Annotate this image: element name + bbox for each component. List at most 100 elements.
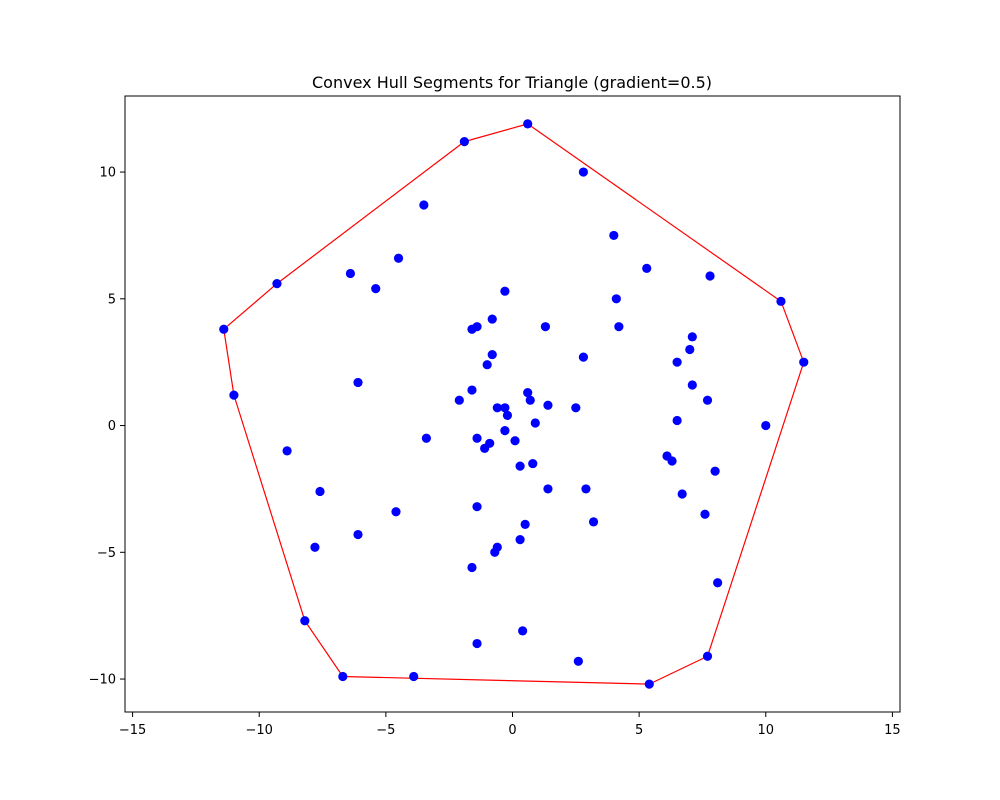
data-point: [492, 403, 502, 413]
data-point: [702, 651, 713, 661]
data-point: [409, 671, 419, 682]
data-point: [573, 656, 583, 666]
data-point: [371, 284, 381, 294]
x-tick-label: 5: [635, 723, 643, 738]
x-tick-label: −5: [376, 723, 395, 738]
data-point: [229, 390, 239, 400]
data-point: [799, 357, 809, 367]
data-point: [345, 268, 356, 279]
data-point: [219, 324, 229, 334]
hull-segment: [649, 655, 708, 685]
data-point: [490, 547, 500, 557]
hull-segment: [233, 394, 306, 621]
data-point: [528, 458, 538, 469]
data-point: [515, 461, 525, 471]
data-point: [480, 443, 490, 453]
data-point: [713, 578, 723, 588]
chart-title: Convex Hull Segments for Triangle (gradi…: [312, 73, 712, 92]
data-point: [672, 415, 682, 426]
data-point: [677, 489, 687, 499]
data-point: [310, 542, 320, 552]
data-point: [644, 679, 654, 689]
y-tick-label: −5: [97, 546, 116, 561]
data-point: [272, 278, 282, 289]
data-point: [571, 403, 581, 413]
data-point: [700, 509, 710, 519]
data-point: [614, 322, 624, 332]
data-point: [500, 286, 510, 296]
data-point: [482, 360, 492, 370]
hull-segment: [527, 123, 782, 302]
data-point: [315, 486, 325, 497]
hull-segment: [780, 301, 805, 363]
data-point: [421, 433, 431, 443]
data-point: [393, 253, 404, 263]
data-point: [454, 395, 464, 405]
data-point: [467, 385, 477, 395]
data-point: [338, 671, 348, 682]
data-point: [472, 433, 482, 443]
data-point: [510, 436, 520, 446]
data-point: [502, 410, 513, 421]
y-tick-label: 10: [99, 166, 116, 181]
x-tick-label: 0: [508, 723, 516, 738]
data-point: [353, 529, 363, 540]
data-point: [459, 137, 469, 147]
data-point: [687, 332, 697, 342]
data-point: [520, 519, 530, 530]
hull-segment: [223, 283, 278, 330]
hull-segment: [276, 141, 465, 285]
data-point: [543, 400, 553, 410]
data-point: [685, 344, 695, 355]
data-point: [487, 314, 497, 324]
data-point: [761, 420, 771, 431]
hull-segment: [304, 620, 344, 677]
data-point: [419, 200, 429, 210]
y-tick-label: 5: [108, 292, 116, 307]
hull-segment: [342, 675, 650, 685]
data-point: [702, 395, 713, 405]
x-tick-label: 15: [884, 723, 901, 738]
data-point: [609, 230, 619, 241]
y-tick-label: −10: [89, 673, 116, 688]
data-point: [611, 294, 621, 304]
x-tick-label: −10: [246, 723, 273, 738]
plot-area: [219, 119, 809, 689]
data-point: [353, 377, 363, 388]
data-point: [500, 426, 510, 436]
data-point: [523, 119, 533, 129]
data-point: [282, 446, 292, 456]
data-point: [391, 507, 401, 517]
data-point: [472, 502, 482, 512]
data-point: [687, 380, 697, 390]
data-point: [518, 626, 528, 636]
data-point: [540, 322, 551, 332]
data-point: [525, 395, 535, 405]
data-point: [530, 418, 540, 428]
data-point: [515, 535, 525, 545]
data-point: [467, 562, 477, 573]
data-point: [588, 517, 599, 527]
data-point: [487, 349, 497, 360]
y-tick-label: 0: [108, 419, 116, 434]
x-tick-label: −15: [119, 723, 146, 738]
x-tick-label: 10: [757, 723, 774, 738]
data-point: [776, 296, 786, 306]
data-point: [710, 466, 720, 476]
data-point: [543, 484, 553, 494]
data-point: [705, 271, 715, 281]
data-point: [300, 616, 310, 626]
hull-segment: [464, 123, 528, 143]
axis-ticks: −15 −10 −5 0 5 10 15 −10 −5 0 5 10: [89, 166, 901, 738]
data-point: [500, 403, 510, 413]
data-point: [578, 167, 589, 177]
hull-segment: [706, 361, 805, 657]
data-point: [581, 484, 591, 494]
data-point: [578, 352, 589, 362]
data-point: [667, 456, 677, 466]
data-point: [467, 324, 477, 334]
data-point: [523, 387, 533, 398]
data-point: [672, 357, 682, 367]
data-point: [472, 638, 482, 649]
